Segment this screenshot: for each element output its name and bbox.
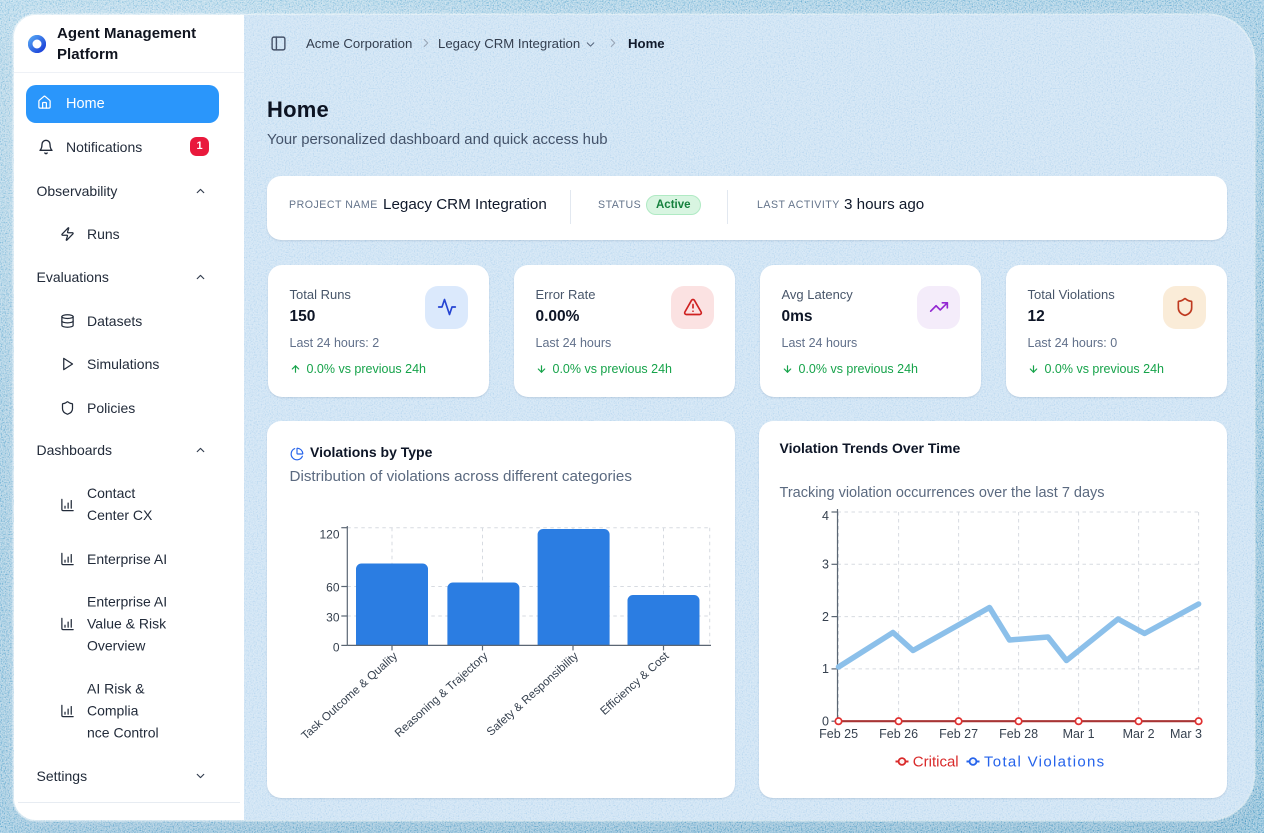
- svg-text:Feb 27: Feb 27: [939, 727, 978, 741]
- svg-text:0: 0: [333, 641, 340, 655]
- svg-text:Mar 3: Mar 3: [1170, 727, 1202, 741]
- svg-text:3: 3: [822, 558, 829, 572]
- svg-text:1: 1: [822, 662, 829, 676]
- svg-text:Critical: Critical: [913, 754, 959, 771]
- svg-text:Total Violations: Total Violations: [984, 754, 1105, 771]
- svg-text:Reasoning & Trajectory: Reasoning & Trajectory: [392, 649, 490, 739]
- svg-text:4: 4: [822, 509, 829, 523]
- svg-text:120: 120: [319, 528, 339, 542]
- svg-text:60: 60: [326, 580, 340, 594]
- svg-text:0: 0: [822, 715, 829, 729]
- svg-text:Task Outcome & Quality: Task Outcome & Quality: [299, 649, 400, 742]
- svg-text:2: 2: [822, 610, 829, 624]
- svg-text:Feb 28: Feb 28: [999, 727, 1038, 741]
- svg-text:Mar 1: Mar 1: [1063, 727, 1095, 741]
- svg-text:Mar 2: Mar 2: [1123, 727, 1155, 741]
- svg-text:Feb 26: Feb 26: [879, 727, 918, 741]
- svg-text:Feb 25: Feb 25: [819, 727, 858, 741]
- svg-text:Efficiency & Cost: Efficiency & Cost: [598, 649, 672, 718]
- svg-text:Safety & Responsibility: Safety & Responsibility: [484, 649, 581, 738]
- svg-text:30: 30: [326, 610, 340, 624]
